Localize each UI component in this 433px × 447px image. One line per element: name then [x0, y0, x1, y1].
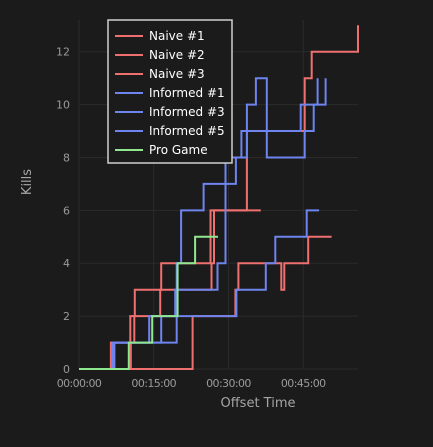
x-tick-label: 00:15:00	[131, 377, 176, 390]
y-tick-label: 10	[56, 99, 70, 112]
legend-box	[107, 19, 233, 164]
legend: Naive #1 Naive #2 Naive #3 Informed #1 Infor…	[107, 19, 233, 164]
x-tick-label: 00:45:00	[281, 377, 326, 390]
y-tick-label: 0	[63, 363, 70, 376]
tick-layer: 0 2 4 6 8 10 12 00:00:00 00:15:00 00:30:00 00:45:0…	[56, 46, 327, 390]
x-axis-title: Offset Time	[220, 396, 295, 411]
legend-entry: Naive #2	[149, 48, 205, 62]
legend-entry: Pro Game	[149, 143, 208, 157]
y-tick-label: 8	[63, 151, 70, 164]
x-tick-label: 00:30:00	[206, 377, 251, 390]
legend-entry: Informed #3	[149, 105, 225, 119]
series-layer	[79, 25, 359, 370]
y-tick-label: 2	[63, 310, 70, 323]
legend-entry: Informed #5	[149, 124, 225, 138]
series-line-pro-game	[79, 235, 218, 370]
legend-entry: Naive #1	[149, 29, 205, 43]
y-tick-label: 6	[63, 204, 70, 217]
legend-entry: Naive #3	[149, 67, 205, 81]
x-tick-label: 00:00:00	[57, 377, 102, 390]
legend-entry: Informed #1	[149, 86, 225, 100]
y-axis-title: Kills	[20, 169, 35, 195]
y-tick-label: 12	[56, 46, 70, 59]
y-tick-label: 4	[63, 257, 70, 270]
